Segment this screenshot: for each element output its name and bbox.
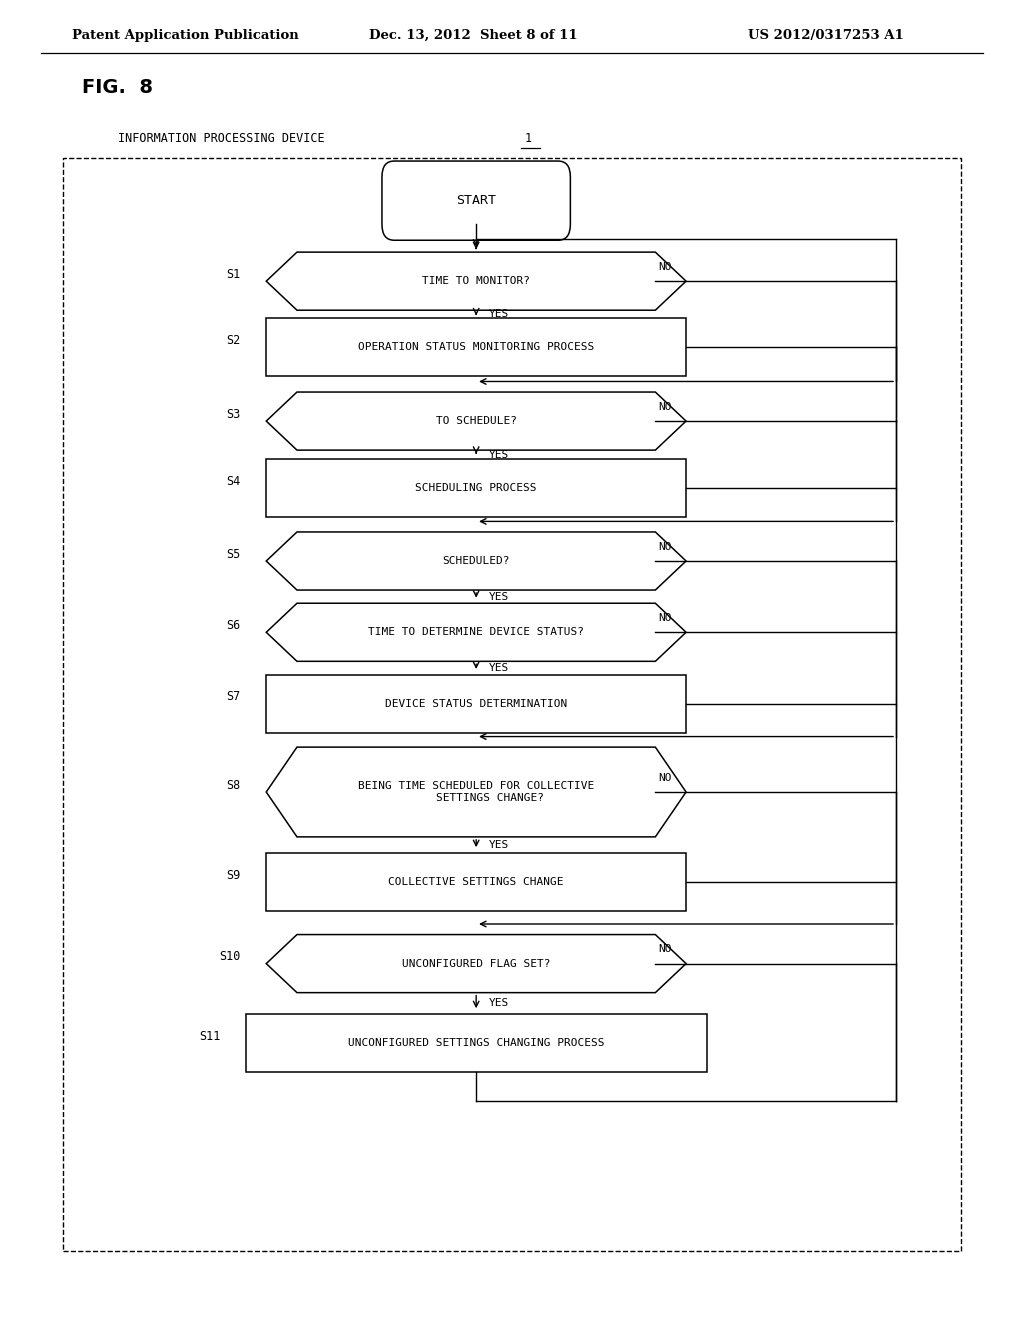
Text: NO: NO bbox=[658, 541, 672, 552]
Text: INFORMATION PROCESSING DEVICE: INFORMATION PROCESSING DEVICE bbox=[118, 132, 339, 145]
Text: SCHEDULED?: SCHEDULED? bbox=[442, 556, 510, 566]
Text: S8: S8 bbox=[226, 779, 241, 792]
Text: NO: NO bbox=[658, 772, 672, 783]
Text: UNCONFIGURED SETTINGS CHANGING PROCESS: UNCONFIGURED SETTINGS CHANGING PROCESS bbox=[348, 1038, 604, 1048]
FancyBboxPatch shape bbox=[382, 161, 570, 240]
Text: S11: S11 bbox=[199, 1030, 220, 1043]
Bar bbox=[266, 318, 686, 376]
Text: NO: NO bbox=[658, 944, 672, 954]
Text: S1: S1 bbox=[226, 268, 241, 281]
Text: YES: YES bbox=[488, 663, 509, 673]
Text: FIG.  8: FIG. 8 bbox=[82, 78, 153, 96]
Polygon shape bbox=[266, 603, 686, 661]
Text: 1: 1 bbox=[524, 132, 531, 145]
Bar bbox=[246, 1014, 707, 1072]
Polygon shape bbox=[266, 532, 686, 590]
Text: YES: YES bbox=[488, 591, 509, 602]
Bar bbox=[266, 675, 686, 733]
Bar bbox=[63, 158, 961, 1251]
Text: START: START bbox=[456, 194, 497, 207]
Text: DEVICE STATUS DETERMINATION: DEVICE STATUS DETERMINATION bbox=[385, 698, 567, 709]
Text: YES: YES bbox=[488, 309, 509, 319]
Text: BEING TIME SCHEDULED FOR COLLECTIVE
    SETTINGS CHANGE?: BEING TIME SCHEDULED FOR COLLECTIVE SETT… bbox=[358, 781, 594, 803]
Text: YES: YES bbox=[488, 450, 509, 459]
Bar bbox=[266, 853, 686, 911]
Bar bbox=[266, 459, 686, 517]
Text: TIME TO DETERMINE DEVICE STATUS?: TIME TO DETERMINE DEVICE STATUS? bbox=[369, 627, 584, 638]
Text: Patent Application Publication: Patent Application Publication bbox=[72, 29, 298, 42]
Polygon shape bbox=[266, 252, 686, 310]
Polygon shape bbox=[266, 935, 686, 993]
Text: OPERATION STATUS MONITORING PROCESS: OPERATION STATUS MONITORING PROCESS bbox=[358, 342, 594, 352]
Text: Dec. 13, 2012  Sheet 8 of 11: Dec. 13, 2012 Sheet 8 of 11 bbox=[369, 29, 578, 42]
Text: SCHEDULING PROCESS: SCHEDULING PROCESS bbox=[416, 483, 537, 494]
Text: NO: NO bbox=[658, 612, 672, 623]
Text: S4: S4 bbox=[226, 475, 241, 488]
Text: S7: S7 bbox=[226, 690, 241, 704]
Text: S9: S9 bbox=[226, 869, 241, 882]
Text: S5: S5 bbox=[226, 548, 241, 561]
Text: UNCONFIGURED FLAG SET?: UNCONFIGURED FLAG SET? bbox=[401, 958, 551, 969]
Text: COLLECTIVE SETTINGS CHANGE: COLLECTIVE SETTINGS CHANGE bbox=[388, 876, 564, 887]
Text: S2: S2 bbox=[226, 334, 241, 347]
Text: YES: YES bbox=[488, 840, 509, 850]
Polygon shape bbox=[266, 392, 686, 450]
Text: S6: S6 bbox=[226, 619, 241, 632]
Text: NO: NO bbox=[658, 401, 672, 412]
Text: NO: NO bbox=[658, 261, 672, 272]
Text: TIME TO MONITOR?: TIME TO MONITOR? bbox=[422, 276, 530, 286]
Text: TO SCHEDULE?: TO SCHEDULE? bbox=[435, 416, 517, 426]
Text: S3: S3 bbox=[226, 408, 241, 421]
Text: S10: S10 bbox=[219, 950, 241, 964]
Text: US 2012/0317253 A1: US 2012/0317253 A1 bbox=[748, 29, 903, 42]
Polygon shape bbox=[266, 747, 686, 837]
Text: YES: YES bbox=[488, 998, 509, 1008]
